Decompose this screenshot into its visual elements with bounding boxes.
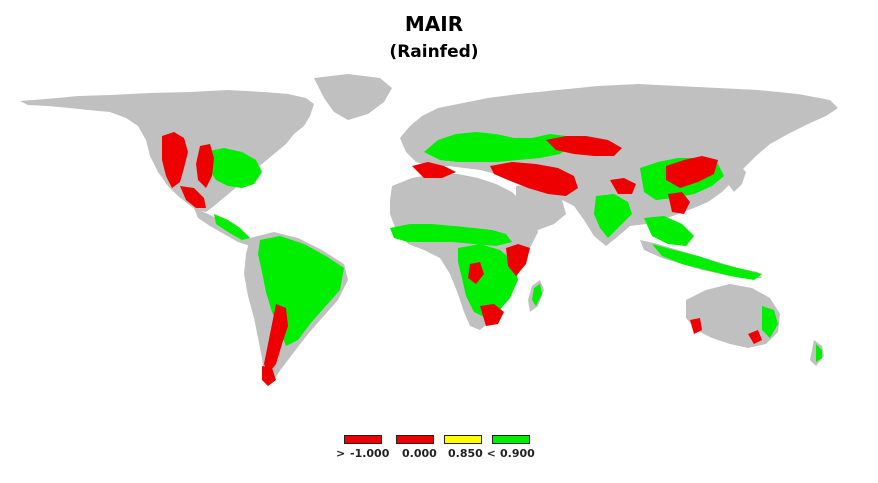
green-madagascar	[532, 284, 542, 306]
legend-swatch-red-1	[344, 435, 382, 444]
legend: > -1.000 0.000 0.850 < 0.900	[330, 430, 550, 466]
red-layer	[162, 132, 762, 386]
land-japan	[728, 164, 746, 192]
legend-swatch-green	[492, 435, 530, 444]
green-sahel	[390, 224, 512, 246]
green-new-zealand	[816, 344, 822, 362]
land-eurasia	[400, 84, 838, 246]
legend-label-gt: >	[336, 447, 346, 460]
green-southeast-asia	[644, 216, 694, 246]
green-indonesia	[652, 244, 762, 280]
red-north-china	[666, 156, 718, 188]
green-eastern-us	[204, 148, 262, 188]
legend-swatch-yellow	[444, 435, 482, 444]
green-central-africa	[458, 244, 518, 318]
red-central-asia	[546, 136, 622, 156]
red-mexico	[180, 186, 206, 208]
land-greenland	[314, 74, 392, 120]
green-india	[594, 194, 632, 238]
green-australia-east	[762, 306, 778, 338]
red-western-us	[162, 132, 188, 188]
red-south-asia-spots	[610, 178, 636, 194]
map-subtitle: (Rainfed)	[389, 42, 479, 62]
red-east-africa	[506, 244, 530, 276]
red-north-africa	[412, 162, 456, 178]
red-australia-southeast	[748, 330, 762, 344]
red-indochina	[668, 192, 690, 214]
legend-label-1: -1.000	[350, 447, 390, 460]
red-great-plains	[196, 144, 214, 188]
legend-label-2: 0.000	[402, 447, 437, 460]
red-central-africa-spots	[468, 262, 484, 284]
red-south-america-spots	[264, 304, 288, 374]
green-layer	[204, 132, 822, 362]
red-middle-east	[490, 162, 578, 196]
red-australia-southwest	[690, 318, 702, 334]
green-europe	[424, 132, 574, 162]
green-central-america	[214, 214, 250, 240]
map-title: MAIR	[404, 12, 464, 36]
legend-label-3: 0.850 <	[448, 447, 496, 460]
red-patagonia	[262, 366, 276, 386]
legend-label-4: 0.900	[500, 447, 535, 460]
red-southern-africa	[480, 304, 504, 326]
land-arabia	[516, 184, 566, 230]
legend-swatch-red-2	[396, 435, 434, 444]
world-map	[20, 74, 838, 386]
